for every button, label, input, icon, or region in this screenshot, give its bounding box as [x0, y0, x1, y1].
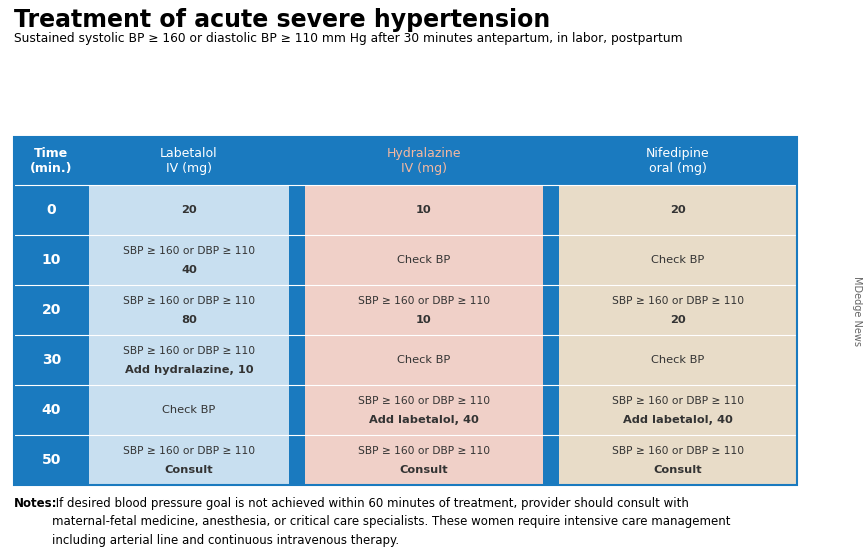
Bar — [305, 185, 543, 235]
Bar — [559, 335, 797, 385]
Bar — [559, 185, 797, 235]
Text: If desired blood pressure goal is not achieved within 60 minutes of treatment, p: If desired blood pressure goal is not ac… — [52, 497, 730, 547]
Text: 30: 30 — [41, 353, 61, 367]
Text: Check BP: Check BP — [397, 255, 451, 265]
Text: 40: 40 — [41, 403, 61, 417]
Text: Hydralazine
IV (mg): Hydralazine IV (mg) — [387, 147, 461, 175]
Text: Labetalol
IV (mg): Labetalol IV (mg) — [160, 147, 218, 175]
Text: Check BP: Check BP — [162, 405, 216, 415]
Text: 20: 20 — [181, 205, 197, 215]
Text: 20: 20 — [670, 315, 686, 325]
Text: SBP ≥ 160 or DBP ≥ 110: SBP ≥ 160 or DBP ≥ 110 — [123, 247, 255, 257]
Text: 20: 20 — [41, 303, 61, 317]
Bar — [14, 285, 89, 335]
Bar — [289, 185, 305, 235]
Text: Nifedipine
oral (mg): Nifedipine oral (mg) — [646, 147, 710, 175]
Text: SBP ≥ 160 or DBP ≥ 110: SBP ≥ 160 or DBP ≥ 110 — [123, 447, 255, 457]
Text: SBP ≥ 160 or DBP ≥ 110: SBP ≥ 160 or DBP ≥ 110 — [358, 296, 490, 306]
Bar — [289, 285, 305, 335]
Text: Consult: Consult — [165, 465, 213, 475]
Text: 80: 80 — [181, 315, 197, 325]
Bar — [289, 435, 305, 485]
Text: SBP ≥ 160 or DBP ≥ 110: SBP ≥ 160 or DBP ≥ 110 — [358, 447, 490, 457]
Bar — [305, 285, 543, 335]
Bar — [289, 385, 305, 435]
Text: 0: 0 — [47, 203, 56, 217]
Text: Add labetalol, 40: Add labetalol, 40 — [369, 415, 479, 425]
Text: SBP ≥ 160 or DBP ≥ 110: SBP ≥ 160 or DBP ≥ 110 — [612, 447, 744, 457]
Bar — [559, 285, 797, 335]
Text: Treatment of acute severe hypertension: Treatment of acute severe hypertension — [14, 8, 550, 32]
Bar — [14, 385, 89, 435]
Text: 10: 10 — [416, 205, 432, 215]
Text: SBP ≥ 160 or DBP ≥ 110: SBP ≥ 160 or DBP ≥ 110 — [123, 347, 255, 357]
Bar — [14, 435, 89, 485]
Text: 40: 40 — [181, 265, 197, 275]
Bar — [543, 235, 559, 285]
Bar — [543, 285, 559, 335]
Text: Time
(min.): Time (min.) — [30, 147, 73, 175]
Text: Sustained systolic BP ≥ 160 or diastolic BP ≥ 110 mm Hg after 30 minutes antepar: Sustained systolic BP ≥ 160 or diastolic… — [14, 32, 683, 45]
Text: SBP ≥ 160 or DBP ≥ 110: SBP ≥ 160 or DBP ≥ 110 — [612, 396, 744, 406]
Bar — [543, 185, 559, 235]
Bar — [89, 185, 289, 235]
Bar — [305, 335, 543, 385]
Text: Consult: Consult — [400, 465, 448, 475]
Bar — [305, 385, 543, 435]
Bar — [14, 235, 89, 285]
Text: MDedge News: MDedge News — [852, 276, 862, 346]
Text: Check BP: Check BP — [651, 255, 705, 265]
Text: Notes:: Notes: — [14, 497, 58, 510]
Bar — [543, 335, 559, 385]
Text: Check BP: Check BP — [651, 355, 705, 365]
Bar — [559, 235, 797, 285]
Bar — [89, 235, 289, 285]
Bar — [89, 285, 289, 335]
Text: Consult: Consult — [654, 465, 702, 475]
Bar — [543, 435, 559, 485]
Text: SBP ≥ 160 or DBP ≥ 110: SBP ≥ 160 or DBP ≥ 110 — [123, 296, 255, 306]
Bar — [305, 435, 543, 485]
Text: 20: 20 — [670, 205, 686, 215]
Text: Add hydralazine, 10: Add hydralazine, 10 — [124, 365, 253, 375]
Bar — [14, 137, 797, 485]
Text: Add labetalol, 40: Add labetalol, 40 — [623, 415, 733, 425]
Text: Check BP: Check BP — [397, 355, 451, 365]
Text: SBP ≥ 160 or DBP ≥ 110: SBP ≥ 160 or DBP ≥ 110 — [358, 396, 490, 406]
Bar — [89, 385, 289, 435]
Text: 50: 50 — [41, 453, 61, 467]
Bar — [14, 335, 89, 385]
Bar — [14, 185, 89, 235]
Bar — [289, 235, 305, 285]
Bar — [543, 385, 559, 435]
Text: 10: 10 — [416, 315, 432, 325]
Bar — [559, 385, 797, 435]
Bar — [305, 235, 543, 285]
Text: 10: 10 — [41, 253, 61, 267]
Bar — [89, 335, 289, 385]
Bar — [289, 335, 305, 385]
Bar — [559, 435, 797, 485]
Text: SBP ≥ 160 or DBP ≥ 110: SBP ≥ 160 or DBP ≥ 110 — [612, 296, 744, 306]
Bar — [89, 435, 289, 485]
Bar — [14, 137, 797, 185]
